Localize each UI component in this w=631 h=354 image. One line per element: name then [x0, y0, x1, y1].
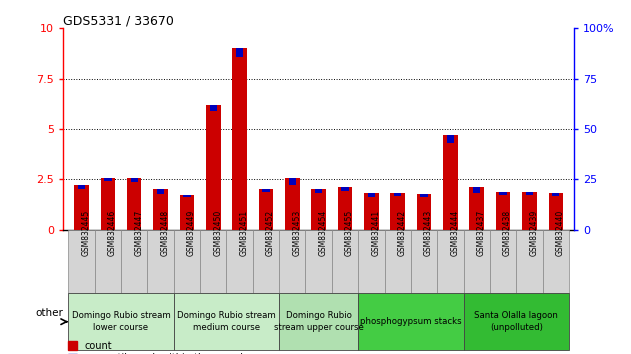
Text: GSM832451: GSM832451 [240, 210, 249, 256]
Bar [68, 293, 174, 350]
Bar [174, 293, 279, 350]
Text: GSM832452: GSM832452 [266, 210, 275, 256]
FancyBboxPatch shape [200, 230, 227, 293]
Text: Santa Olalla lagoon
(unpolluted): Santa Olalla lagoon (unpolluted) [475, 311, 558, 332]
FancyBboxPatch shape [516, 230, 543, 293]
FancyBboxPatch shape [305, 230, 332, 293]
Bar [447, 135, 454, 143]
FancyBboxPatch shape [332, 230, 358, 293]
Bar [420, 194, 428, 197]
Bar [312, 189, 326, 230]
Bar [183, 195, 191, 197]
Text: GSM832447: GSM832447 [134, 210, 143, 256]
Bar [289, 178, 296, 185]
FancyBboxPatch shape [384, 230, 411, 293]
FancyBboxPatch shape [227, 230, 253, 293]
Text: other: other [36, 308, 64, 318]
Bar [315, 189, 322, 193]
Bar [180, 195, 194, 230]
Bar [469, 187, 484, 230]
Bar [526, 193, 533, 195]
Text: phosphogypsum stacks: phosphogypsum stacks [360, 317, 462, 326]
Bar [236, 48, 243, 57]
Bar [104, 178, 112, 181]
Bar [100, 178, 115, 230]
Text: GSM832444: GSM832444 [451, 210, 459, 256]
Bar [74, 185, 89, 230]
Text: GSM832446: GSM832446 [108, 210, 117, 256]
Text: GSM832449: GSM832449 [187, 210, 196, 256]
Legend: count, percentile rank within the sample: count, percentile rank within the sample [68, 341, 249, 354]
Bar [500, 193, 507, 195]
Bar [522, 193, 537, 230]
FancyBboxPatch shape [121, 230, 148, 293]
Bar [209, 105, 217, 112]
Text: GSM832440: GSM832440 [556, 210, 565, 256]
FancyBboxPatch shape [68, 230, 95, 293]
Text: GSM832454: GSM832454 [319, 210, 327, 256]
Text: GDS5331 / 33670: GDS5331 / 33670 [63, 14, 174, 27]
Text: Domingo Rubio
stream upper course: Domingo Rubio stream upper course [274, 311, 363, 332]
FancyBboxPatch shape [490, 230, 516, 293]
FancyBboxPatch shape [437, 230, 464, 293]
FancyBboxPatch shape [358, 230, 384, 293]
Text: GSM832453: GSM832453 [292, 210, 302, 256]
Bar [232, 48, 247, 230]
Text: GSM832450: GSM832450 [213, 210, 222, 256]
Bar [394, 193, 401, 196]
Bar [206, 105, 220, 230]
Text: GSM832445: GSM832445 [81, 210, 90, 256]
Bar [341, 187, 348, 190]
Bar [153, 189, 168, 230]
FancyBboxPatch shape [148, 230, 174, 293]
Bar [443, 135, 457, 230]
Bar [417, 194, 431, 230]
Text: GSM832437: GSM832437 [477, 210, 486, 256]
FancyBboxPatch shape [543, 230, 569, 293]
Bar [279, 293, 358, 350]
FancyBboxPatch shape [174, 230, 200, 293]
Text: GSM832438: GSM832438 [503, 210, 512, 256]
Bar [548, 193, 563, 230]
Bar [259, 189, 273, 230]
Bar [364, 193, 379, 230]
Bar [285, 178, 300, 230]
Text: GSM832443: GSM832443 [424, 210, 433, 256]
Text: GSM832441: GSM832441 [372, 210, 380, 256]
Bar [496, 193, 510, 230]
FancyBboxPatch shape [464, 230, 490, 293]
Bar [552, 193, 560, 196]
Bar [338, 187, 352, 230]
FancyBboxPatch shape [279, 230, 305, 293]
Bar [464, 293, 569, 350]
Bar [473, 187, 480, 193]
Bar [358, 293, 464, 350]
Bar [368, 193, 375, 196]
Bar [262, 189, 269, 193]
FancyBboxPatch shape [411, 230, 437, 293]
Bar [78, 185, 85, 189]
Bar [131, 178, 138, 182]
Text: Domingo Rubio stream
lower course: Domingo Rubio stream lower course [72, 311, 170, 332]
Text: GSM832442: GSM832442 [398, 210, 407, 256]
FancyBboxPatch shape [253, 230, 279, 293]
Text: GSM832439: GSM832439 [529, 210, 538, 256]
Text: GSM832448: GSM832448 [160, 210, 170, 256]
Text: Domingo Rubio stream
medium course: Domingo Rubio stream medium course [177, 311, 276, 332]
Bar [391, 193, 405, 230]
Text: GSM832455: GSM832455 [345, 210, 354, 256]
Bar [127, 178, 141, 230]
FancyBboxPatch shape [95, 230, 121, 293]
Bar [157, 189, 164, 194]
